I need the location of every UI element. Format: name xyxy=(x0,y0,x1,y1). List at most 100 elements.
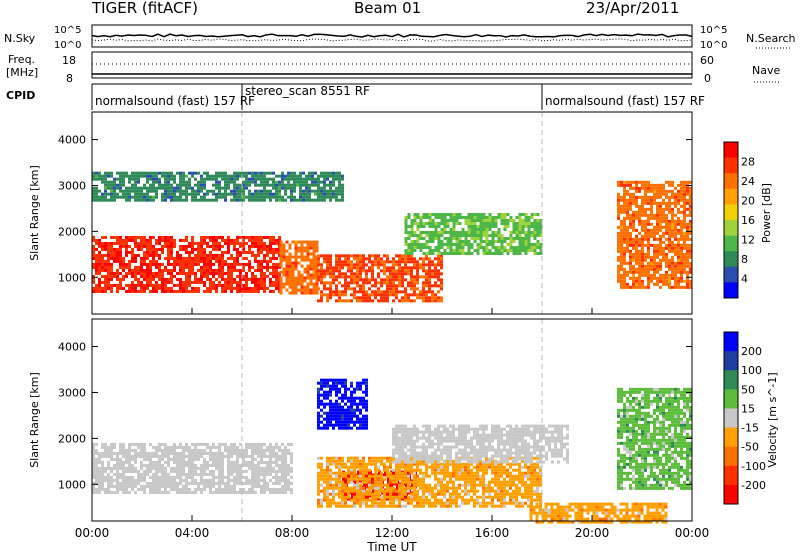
cell xyxy=(524,249,528,252)
cell xyxy=(212,247,215,251)
cell xyxy=(215,457,218,461)
cell xyxy=(297,279,301,283)
cell xyxy=(263,451,266,455)
cell xyxy=(674,204,677,208)
cell xyxy=(512,228,516,231)
cell xyxy=(185,256,188,260)
cell xyxy=(98,241,101,245)
cell xyxy=(282,255,286,259)
cell xyxy=(122,265,125,269)
cell xyxy=(377,281,380,285)
cell xyxy=(392,257,395,261)
cell xyxy=(294,243,298,247)
cell xyxy=(434,293,437,297)
cell xyxy=(191,448,194,452)
cell xyxy=(644,234,647,238)
cell xyxy=(288,255,292,259)
cell xyxy=(368,456,371,460)
cell xyxy=(503,240,507,243)
cell xyxy=(341,459,344,463)
cell xyxy=(104,177,107,181)
cell xyxy=(179,289,182,293)
cell xyxy=(215,475,218,479)
cell xyxy=(383,293,386,297)
cell xyxy=(317,498,320,502)
cell xyxy=(122,490,125,494)
cell xyxy=(377,287,380,291)
cell xyxy=(263,478,266,482)
cell xyxy=(680,267,683,271)
cell xyxy=(431,231,435,234)
cell xyxy=(179,490,182,494)
cell xyxy=(119,238,122,242)
cell xyxy=(377,254,380,258)
cell xyxy=(398,474,401,478)
cell xyxy=(470,222,474,225)
cell xyxy=(227,460,230,464)
cell xyxy=(626,210,629,214)
cell xyxy=(344,462,347,466)
cell xyxy=(188,274,191,278)
power-ylabel: Slant Range [km] xyxy=(28,165,41,261)
cell xyxy=(92,457,95,461)
cell xyxy=(332,174,335,178)
cell xyxy=(371,272,374,276)
cell xyxy=(656,195,659,199)
cell xyxy=(617,213,620,217)
cell xyxy=(395,278,398,282)
cell xyxy=(275,256,278,260)
cell xyxy=(212,174,215,178)
cell xyxy=(179,445,182,449)
cell xyxy=(167,280,170,284)
cell xyxy=(320,474,323,478)
cell xyxy=(212,481,215,485)
cell xyxy=(282,246,286,250)
cell xyxy=(674,246,677,250)
cell xyxy=(170,171,173,175)
cell xyxy=(131,442,134,446)
cell xyxy=(209,457,212,461)
cell xyxy=(300,252,304,256)
cell xyxy=(494,231,498,234)
cell xyxy=(116,484,119,488)
cell xyxy=(116,277,119,281)
cell xyxy=(251,448,254,452)
cell xyxy=(248,259,251,263)
cell xyxy=(521,222,525,225)
cell xyxy=(236,195,239,199)
cell xyxy=(315,240,319,244)
cell xyxy=(539,234,543,237)
cell xyxy=(326,489,329,493)
cell xyxy=(134,195,137,199)
cell xyxy=(656,243,659,247)
cell xyxy=(434,228,438,231)
cell xyxy=(446,219,450,222)
cell xyxy=(530,243,534,246)
cell xyxy=(503,225,507,228)
cell xyxy=(335,290,338,294)
cell xyxy=(356,257,359,261)
cell xyxy=(524,240,528,243)
cell xyxy=(143,268,146,272)
cell xyxy=(155,247,158,251)
cell xyxy=(257,481,260,485)
cell xyxy=(515,237,519,240)
cell xyxy=(686,207,689,211)
cell xyxy=(434,222,438,225)
cell xyxy=(107,271,110,275)
cell xyxy=(312,240,316,244)
cell xyxy=(320,290,323,294)
cell xyxy=(467,249,471,252)
cell xyxy=(294,258,298,262)
cell xyxy=(404,252,408,255)
cell xyxy=(359,269,362,273)
cell xyxy=(665,216,668,220)
cell xyxy=(428,222,432,225)
cell xyxy=(368,486,371,490)
cell xyxy=(188,466,191,470)
cell xyxy=(665,192,668,196)
cell xyxy=(146,189,149,193)
cell xyxy=(182,265,185,269)
cell xyxy=(320,263,323,267)
cell xyxy=(188,490,191,494)
